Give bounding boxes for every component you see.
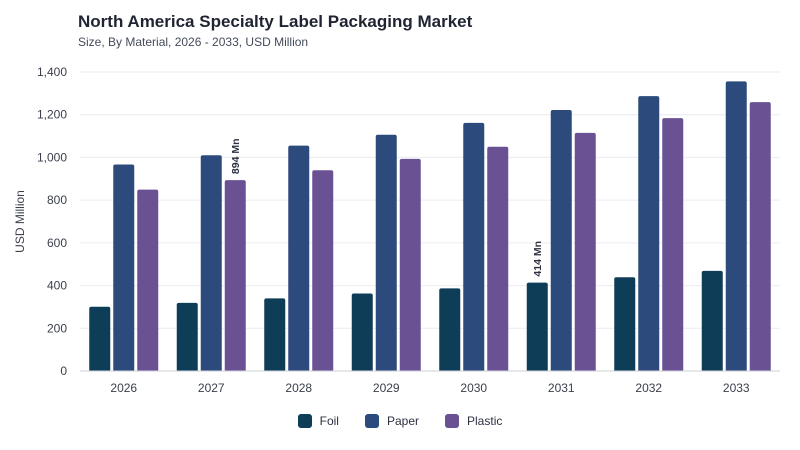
chart-title: North America Specialty Label Packaging … <box>78 12 473 31</box>
y-axis-ticks: 0 200 400 600 800 1,000 1,200 1,400 <box>37 65 67 378</box>
bar-plastic-2031 <box>574 132 596 371</box>
bar-paper-2033 <box>725 81 747 371</box>
bar-group <box>89 81 771 371</box>
bar-foil-2029 <box>351 293 373 371</box>
legend-label: Plastic <box>467 414 503 428</box>
x-tick-label: 2026 <box>110 381 137 395</box>
legend-swatch <box>364 414 379 428</box>
y-axis-label: USD Million <box>13 190 27 253</box>
y-tick-label: 800 <box>47 193 67 207</box>
legend-item-paper: Paper <box>364 414 420 428</box>
data-label: 894 Mn <box>230 138 242 174</box>
bar-paper-2030 <box>463 122 485 371</box>
bar-paper-2029 <box>375 134 397 371</box>
y-tick-label: 1,000 <box>37 150 67 164</box>
bar-paper-2032 <box>638 96 660 371</box>
y-tick-label: 200 <box>47 321 67 335</box>
x-axis-ticks: 2026 2027 2028 2029 2030 2031 2032 2033 <box>110 381 750 395</box>
x-tick-label: 2029 <box>373 381 400 395</box>
bar-plastic-2027 <box>224 180 246 371</box>
bar-paper-2031 <box>550 110 572 371</box>
bar-paper-2026 <box>113 164 135 371</box>
bar-foil-2028 <box>264 298 286 371</box>
y-tick-label: 400 <box>47 279 67 293</box>
chart-subtitle: Size, By Material, 2026 - 2033, USD Mill… <box>78 35 309 49</box>
x-tick-label: 2033 <box>723 381 750 395</box>
y-tick-label: 600 <box>47 236 67 250</box>
legend: Foil Paper Plastic <box>0 414 800 428</box>
bar-foil-2026 <box>89 306 111 371</box>
legend-item-plastic: Plastic <box>445 414 502 428</box>
data-label: 414 Mn <box>532 241 544 277</box>
annotations: 894 Mn 414 Mn <box>230 138 544 276</box>
bar-foil-2033 <box>701 270 723 371</box>
y-tick-label: 0 <box>60 364 67 378</box>
bar-plastic-2029 <box>399 158 421 371</box>
legend-item-foil: Foil <box>297 414 339 428</box>
bar-plastic-2026 <box>137 189 159 371</box>
x-tick-label: 2031 <box>548 381 575 395</box>
y-tick-label: 1,400 <box>37 65 67 79</box>
bar-foil-2032 <box>614 277 636 371</box>
legend-swatch <box>297 414 312 428</box>
x-tick-label: 2027 <box>198 381 225 395</box>
bar-paper-2027 <box>200 155 222 371</box>
x-tick-label: 2030 <box>460 381 487 395</box>
bar-paper-2028 <box>288 145 310 371</box>
legend-label: Foil <box>319 414 339 428</box>
bar-foil-2031 <box>526 282 548 371</box>
y-tick-label: 1,200 <box>37 108 67 122</box>
bar-plastic-2030 <box>487 146 509 371</box>
bar-foil-2030 <box>439 288 461 371</box>
bar-foil-2027 <box>176 302 198 371</box>
legend-label: Paper <box>386 414 420 428</box>
x-tick-label: 2032 <box>635 381 662 395</box>
legend-swatch <box>445 414 460 428</box>
bar-plastic-2033 <box>749 102 771 371</box>
bar-plastic-2028 <box>312 170 334 371</box>
bar-plastic-2032 <box>662 118 684 371</box>
x-tick-label: 2028 <box>285 381 312 395</box>
